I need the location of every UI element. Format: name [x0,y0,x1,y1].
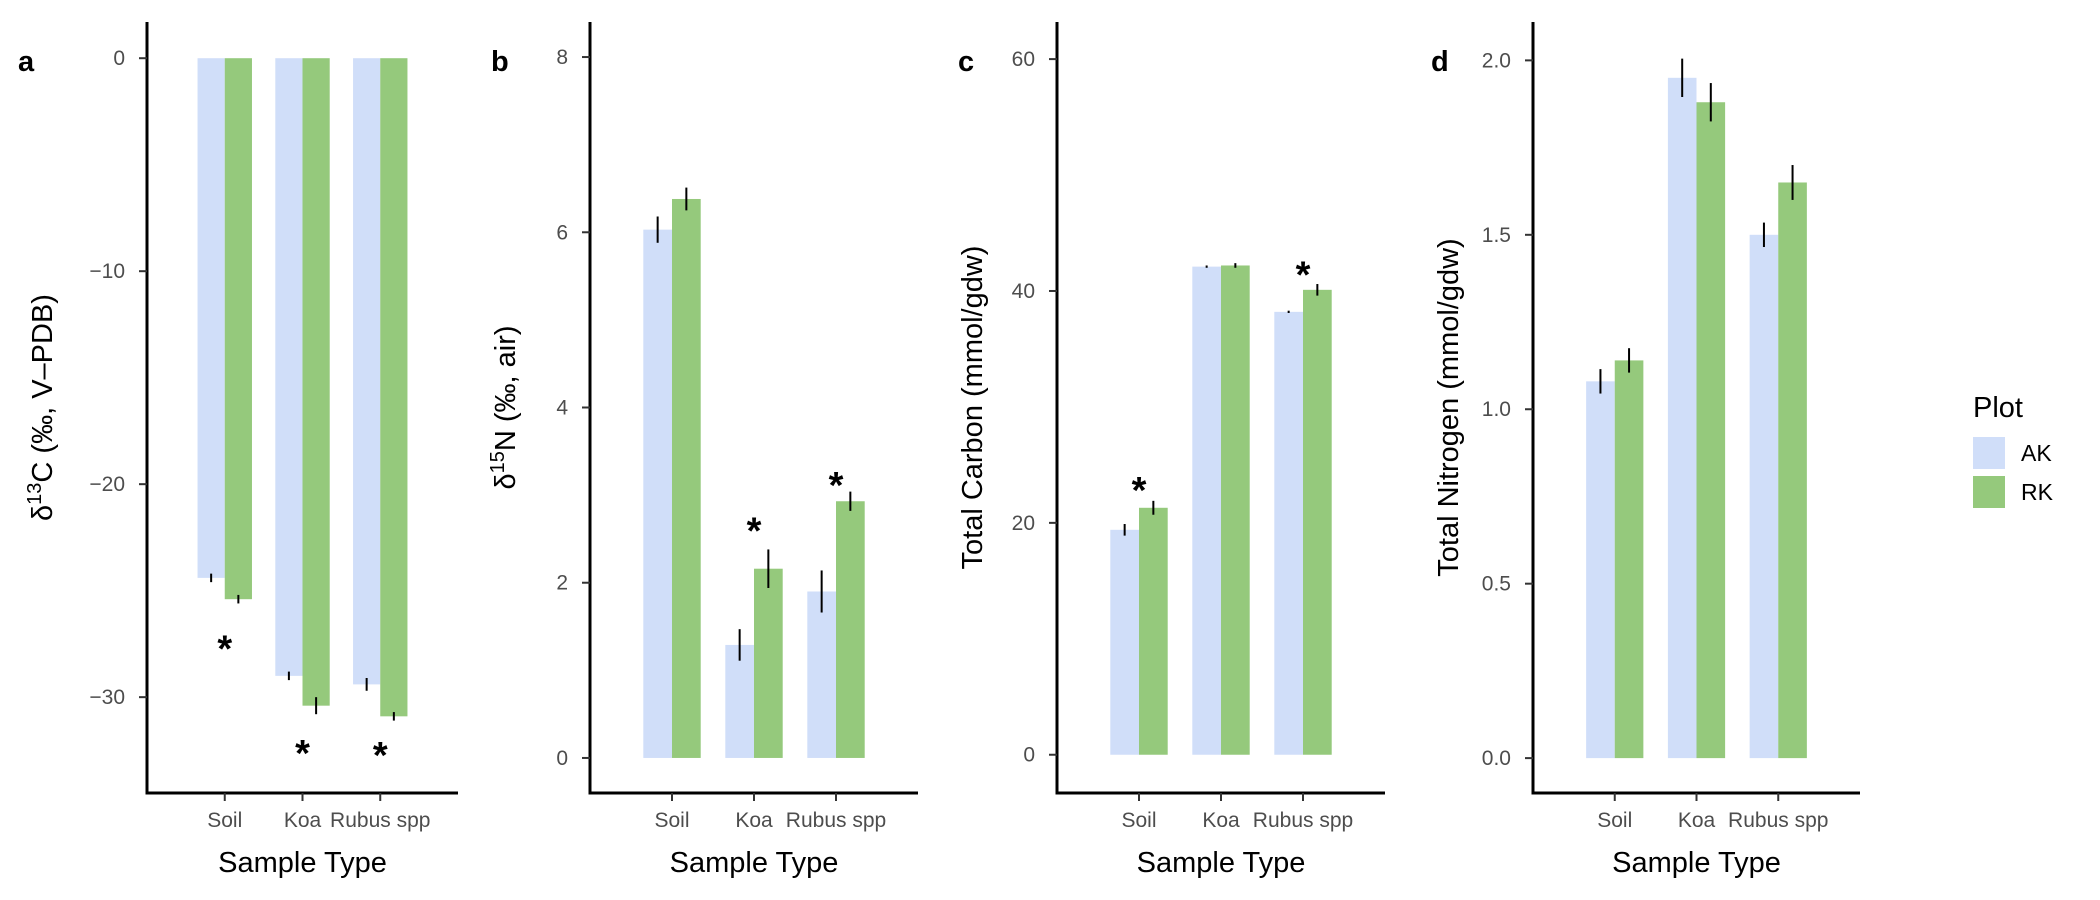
panel-b-bar-soil-ak [643,229,672,758]
panel-b-y-tick-label: 8 [556,46,568,69]
panel-d-bar-rubus-spp-ak [1749,234,1779,759]
panel-a-x-tick-label-rubus-spp: Rubus spp [330,809,430,832]
panel-c: * * 0 20 40 60 Soil Koa Rubus spp Sample Type Tota… [957,22,1385,879]
panel-c-bar-rubus-spp-rk [1303,289,1332,755]
panel-b-label: b [491,46,509,78]
panel-b: * * 0 2 4 6 8 Soil Koa Rubus spp Sample Type δ15N (… [487,22,918,879]
panel-a-bar-koa-rk [302,58,330,706]
panel-c-x-axis-title: Sample Type [1137,847,1306,879]
panel-d-bar-soil-ak [1586,381,1615,759]
panel-d-label: d [1431,46,1449,78]
panel-a-x-tick-label-soil: Soil [207,809,242,832]
panel-c-label: c [958,46,974,78]
panel-c-bar-koa-ak [1192,266,1221,755]
panel-b-x-tick-label-koa: Koa [735,809,773,832]
panel-b-y-tick-label: 2 [556,572,568,595]
panel-d-bar-rubus-spp-rk [1778,182,1807,759]
panel-b-bar-rubus-spp-rk [836,501,865,758]
panel-d-x-tick-label-rubus-spp: Rubus spp [1728,809,1828,832]
panel-b-significance-koa: * [747,510,762,552]
panel-c-bar-soil-ak [1110,529,1139,755]
panel-c-bar-rubus-spp-ak [1274,311,1303,755]
panel-c-x-tick-label-rubus-spp: Rubus spp [1253,809,1353,832]
panel-a-significance-koa: * [295,733,310,775]
panel-c-y-axis-title: Total Carbon (mmol/gdw) [957,246,989,570]
panel-d-y-tick-label: 0.5 [1482,573,1511,596]
panel-d-bar-koa-rk [1696,102,1726,759]
panel-c-y-tick-label: 0 [1023,744,1035,767]
panel-a-label: a [18,46,35,78]
panels: * * * 0 −10 −20 −30 Soil Koa Rubus spp Sample Type… [18,22,1860,879]
panel-b-x-axis-title: Sample Type [670,847,839,879]
panel-b-bar-koa-rk [754,568,783,758]
panel-d-x-tick-label-koa: Koa [1678,809,1716,832]
panel-a-y-tick-label: −20 [89,473,125,496]
panel-c-y-tick-label: 40 [1012,280,1035,303]
panel-b-y-tick-label: 0 [556,747,568,770]
panel-d-y-tick-label: 1.0 [1482,398,1511,421]
panel-b-y-tick-label: 4 [556,397,568,420]
panel-a-bar-soil-rk [224,58,252,600]
panel-d-x-tick-label-soil: Soil [1597,809,1632,832]
panel-a-bar-soil-ak [197,58,225,578]
panel-d-y-tick-label: 2.0 [1482,49,1511,72]
panel-b-x-tick-label-soil: Soil [654,809,689,832]
legend-swatch-ak [1973,437,2005,469]
panel-a: * * * 0 −10 −20 −30 Soil Koa Rubus spp Sample Type… [18,22,458,879]
panel-d-bar-soil-rk [1614,360,1644,759]
panel-a-x-axis-title: Sample Type [218,847,387,879]
legend-swatch-rk [1973,476,2005,508]
panel-c-bar-soil-rk [1139,507,1168,755]
panel-b-bar-soil-rk [672,198,701,758]
panel-a-bar-rubus-spp-rk [380,58,408,717]
panel-c-significance-rubus-spp: * [1296,254,1311,296]
panel-b-y-tick-label: 6 [556,221,568,244]
panel-c-x-tick-label-koa: Koa [1202,809,1240,832]
panel-a-y-tick-label: −30 [89,686,125,709]
legend-title: Plot [1973,392,2023,424]
panel-b-x-tick-label-rubus-spp: Rubus spp [786,809,886,832]
panel-d-y-axis-title: Total Nitrogen (mmol/gdw) [1433,238,1465,576]
panel-c-y-tick-label: 60 [1012,48,1035,71]
panel-a-y-tick-label: 0 [113,47,125,70]
panel-c-x-tick-label-soil: Soil [1121,809,1156,832]
panel-b-significance-rubus-spp: * [829,465,844,507]
panel-d: 0.0 0.5 1.0 1.5 2.0 Soil Koa Rubus spp Sample Ty… [1431,22,1860,879]
panel-a-y-axis-title: δ13C (‰, V–PDB) [24,294,59,521]
panel-d-bar-koa-ak [1667,77,1697,759]
legend-label-rk: RK [2021,479,2054,505]
legend-label-ak: AK [2021,440,2052,466]
legend: Plot AK RK [1973,392,2054,508]
panel-c-bar-koa-rk [1221,265,1250,755]
panel-a-significance-rubus-spp: * [373,735,388,777]
panel-d-y-tick-label: 0.0 [1482,747,1511,770]
panel-a-y-tick-label: −10 [89,260,125,283]
panel-d-x-axis-title: Sample Type [1612,847,1781,879]
panel-a-bar-rubus-spp-ak [353,58,381,685]
panel-b-bar-rubus-spp-ak [807,591,836,758]
panel-c-y-tick-label: 20 [1012,512,1035,535]
panel-a-bar-koa-ak [275,58,303,676]
panel-a-significance-soil: * [217,629,232,671]
panel-a-x-tick-label-koa: Koa [284,809,322,832]
panel-b-y-axis-title: δ15N (‰, air) [487,325,522,489]
panel-d-y-tick-label: 1.5 [1482,224,1511,247]
panel-c-significance-soil: * [1132,470,1147,512]
panel-b-bar-koa-ak [725,644,754,758]
